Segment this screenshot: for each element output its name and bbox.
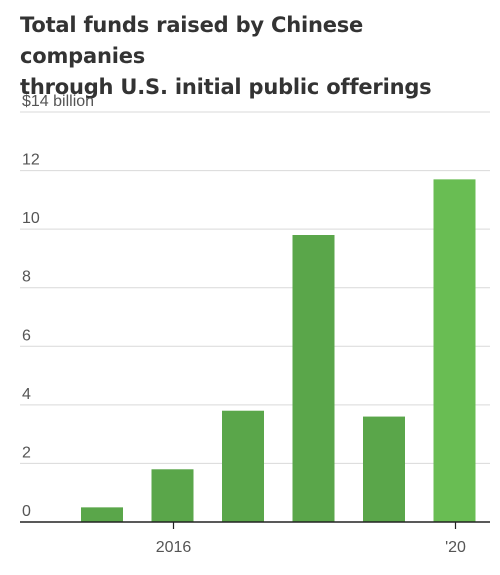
bar-2018	[292, 235, 335, 522]
gridlines	[20, 111, 490, 464]
bars	[81, 179, 476, 522]
chart-title-line-2: through U.S. initial public offerings	[20, 75, 432, 99]
x-tick-label-2016: 2016	[156, 539, 192, 556]
x-tick-label-2020: '20	[445, 539, 466, 556]
y-tick-label-12: 12	[22, 152, 40, 169]
x-axis: 2016 '20	[20, 521, 490, 556]
y-tick-label-6: 6	[22, 327, 31, 344]
chart-title: Total funds raised by Chinese companies …	[20, 10, 490, 103]
y-tick-label-10: 10	[22, 210, 40, 227]
bar-2016	[151, 469, 194, 522]
y-tick-label-8: 8	[22, 269, 31, 286]
y-tick-label-14: $14 billion	[22, 93, 94, 110]
bar-2019	[363, 416, 405, 522]
bar-2017	[222, 410, 264, 522]
bar-2020	[433, 179, 476, 522]
bar-2015	[81, 507, 123, 522]
y-tick-label-4: 4	[22, 386, 31, 403]
chart-title-line-1: Total funds raised by Chinese companies	[20, 13, 364, 68]
y-tick-label-0: 0	[22, 503, 31, 520]
y-axis-labels: 0 2 4 6 8 10 12 $14 billion	[22, 93, 94, 520]
y-tick-label-2: 2	[22, 444, 31, 461]
